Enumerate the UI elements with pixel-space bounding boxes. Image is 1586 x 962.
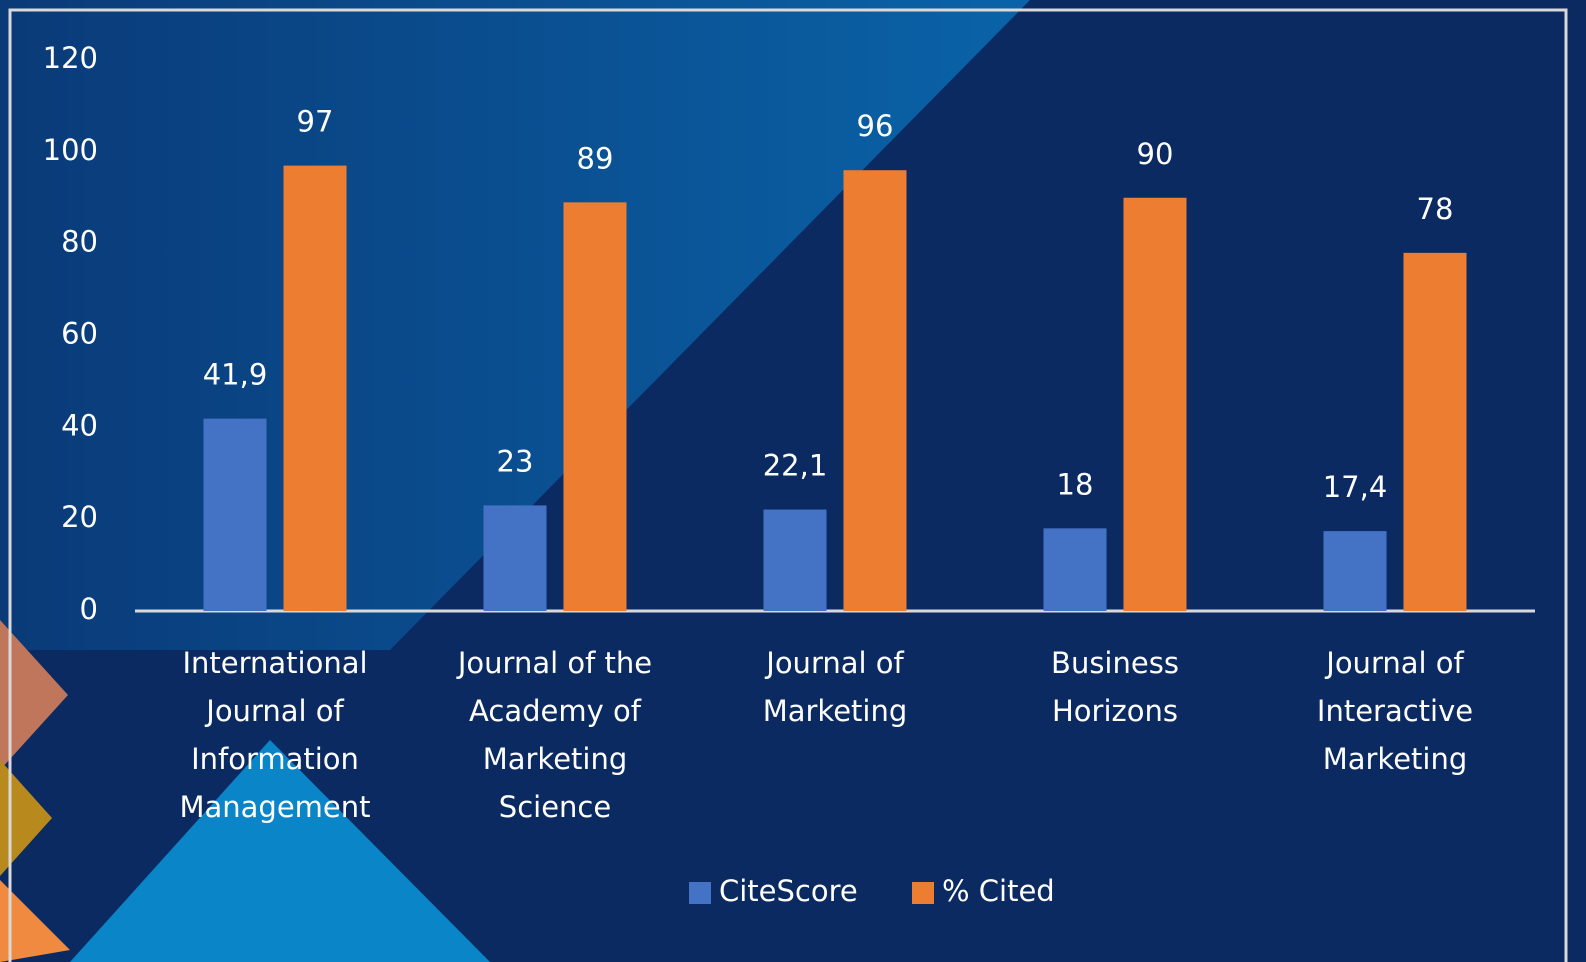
value-label: 90	[1137, 137, 1174, 171]
background-shape	[0, 880, 70, 962]
bar	[1043, 528, 1107, 611]
y-tick-label: 120	[43, 41, 98, 75]
value-label: 97	[297, 105, 334, 139]
y-tick-label: 100	[43, 133, 98, 167]
y-tick-label: 20	[61, 500, 98, 534]
y-tick-label: 60	[61, 317, 98, 351]
legend-swatch	[689, 882, 711, 904]
bar	[1123, 197, 1187, 611]
bar	[283, 165, 347, 611]
value-label: 22,1	[763, 449, 828, 483]
bar	[1323, 531, 1387, 611]
value-label: 41,9	[203, 358, 268, 392]
x-tick-label: Journal of the Academy of Marketing Scie…	[457, 646, 653, 824]
value-label: 96	[857, 109, 894, 143]
bar	[203, 418, 267, 611]
y-tick-label: 0	[80, 592, 98, 626]
bar	[563, 202, 627, 611]
background-shape	[0, 760, 52, 876]
y-tick-label: 40	[61, 408, 98, 442]
x-tick-label: Journal of Interactive Marketing	[1316, 646, 1474, 776]
frame	[8, 8, 1568, 962]
x-tick-label: Business Horizons	[1051, 646, 1179, 728]
background-shape	[0, 620, 68, 770]
x-tick-label: International Journal of Information Man…	[179, 646, 371, 824]
legend-swatch	[912, 882, 934, 904]
value-label: 78	[1417, 192, 1454, 226]
x-tick-label: Journal of Marketing	[762, 646, 908, 728]
value-label: 18	[1057, 467, 1094, 501]
background-shape	[70, 740, 490, 962]
y-tick-label: 80	[61, 225, 98, 259]
bar	[1403, 252, 1467, 611]
value-label: 89	[577, 141, 614, 175]
legend-label: CiteScore	[719, 874, 858, 908]
legend-label: % Cited	[942, 874, 1055, 908]
bar	[843, 170, 907, 611]
bar	[483, 505, 547, 611]
value-label: 17,4	[1323, 470, 1388, 504]
bar	[763, 509, 827, 611]
value-label: 23	[497, 444, 534, 478]
